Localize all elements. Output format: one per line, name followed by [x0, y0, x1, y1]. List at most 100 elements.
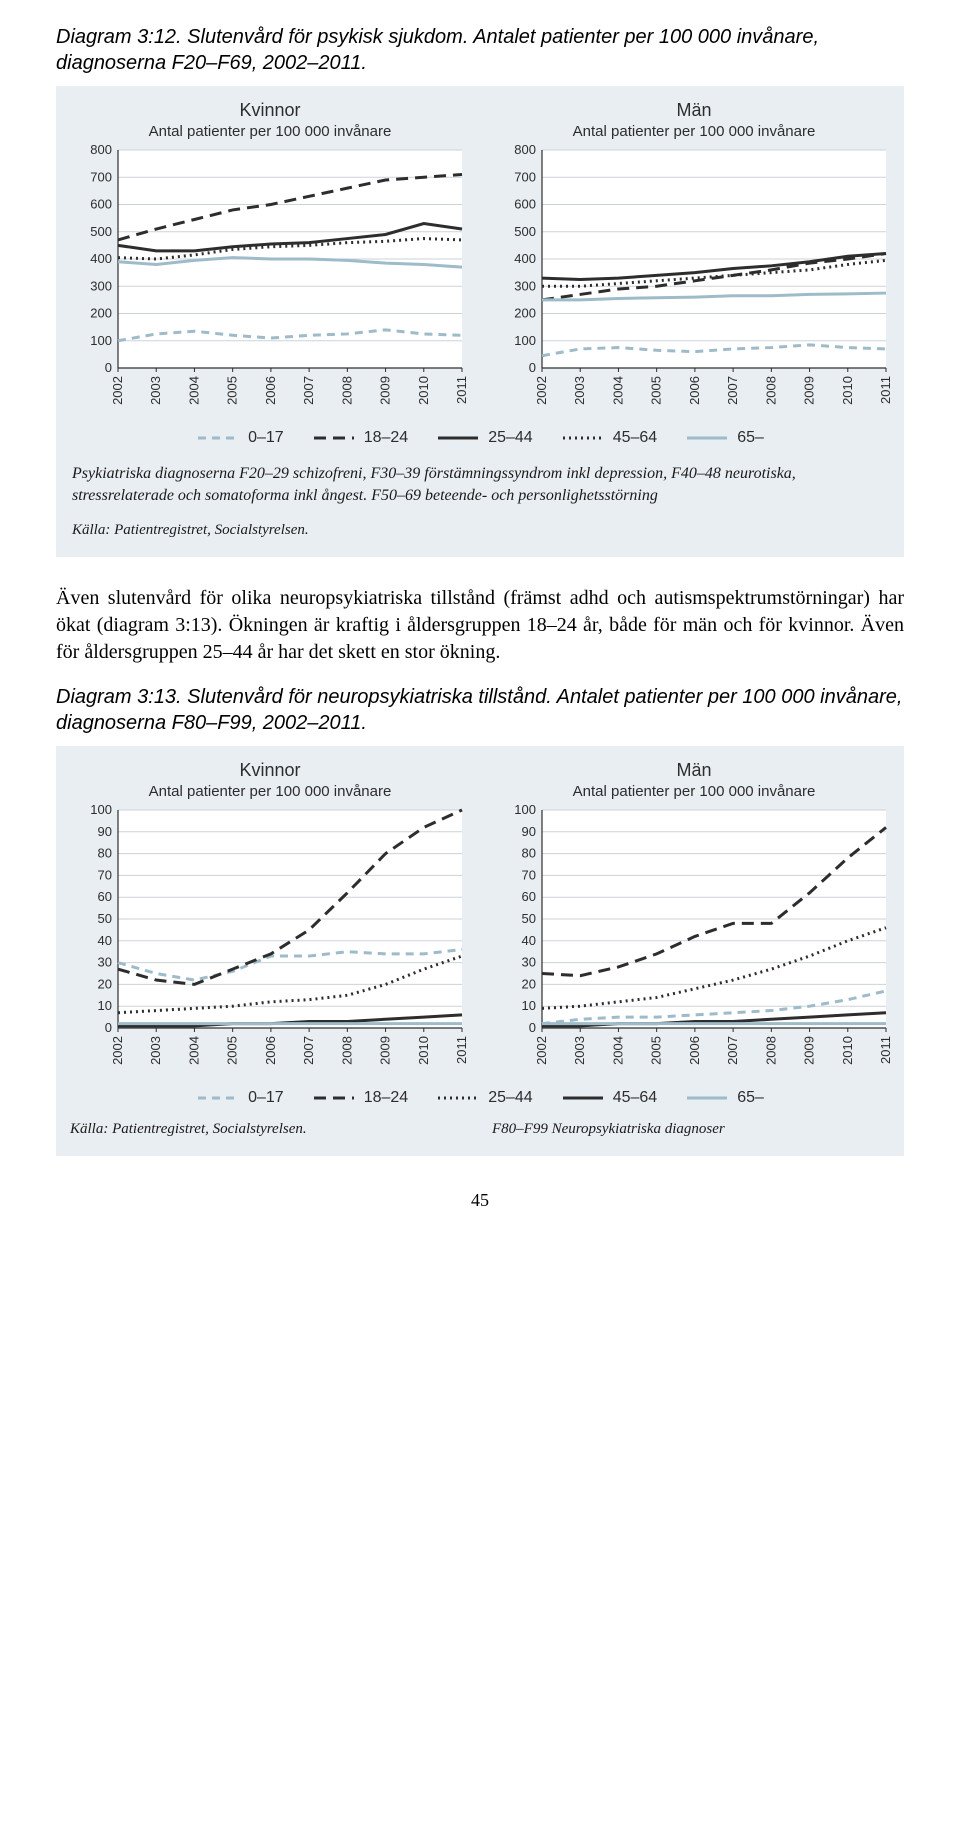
chart-312-left-svg: 0100200300400500600700800200220032004200…	[70, 144, 470, 414]
svg-text:700: 700	[514, 169, 536, 184]
svg-text:2006: 2006	[687, 376, 702, 405]
svg-text:30: 30	[522, 955, 536, 970]
svg-text:60: 60	[98, 889, 112, 904]
svg-text:2007: 2007	[725, 1036, 740, 1065]
svg-text:70: 70	[522, 868, 536, 883]
diagram-313-caption: Diagram 3:13. Slutenvård för neuropsykia…	[56, 684, 904, 736]
svg-text:2009: 2009	[378, 1036, 393, 1065]
legend-item: 45–64	[561, 429, 658, 447]
svg-text:2010: 2010	[840, 1036, 855, 1065]
svg-text:2002: 2002	[534, 376, 549, 405]
svg-text:800: 800	[514, 144, 536, 157]
svg-text:40: 40	[98, 933, 112, 948]
svg-text:300: 300	[514, 278, 536, 293]
chart-312-right-svg: 0100200300400500600700800200220032004200…	[494, 144, 894, 414]
svg-text:10: 10	[98, 998, 112, 1013]
svg-text:2004: 2004	[186, 1036, 201, 1065]
legend-item: 65–	[685, 429, 764, 447]
svg-text:2006: 2006	[263, 376, 278, 405]
svg-text:30: 30	[98, 955, 112, 970]
svg-text:70: 70	[98, 868, 112, 883]
svg-text:80: 80	[522, 846, 536, 861]
chart-313-left-svg: 0 10 20 30 40 50 60 70 80 90 100 2002 2003 2004 2005 20…	[70, 804, 470, 1074]
svg-text:2007: 2007	[301, 376, 316, 405]
legend-item: 25–44	[436, 1089, 533, 1107]
chart-312-right-sub: Antal patienter per 100 000 invånare	[494, 123, 894, 140]
svg-text:2011: 2011	[454, 1036, 469, 1064]
svg-text:2011: 2011	[454, 376, 469, 404]
svg-text:300: 300	[90, 278, 112, 293]
chart-312-footnote: Psykiatriska diagnoserna F20–29 schizofr…	[72, 463, 888, 506]
chart-313-right-title: Män	[494, 760, 894, 781]
svg-text:40: 40	[522, 933, 536, 948]
chart-313-right-sub: Antal patienter per 100 000 invånare	[494, 783, 894, 800]
chart-313-left-sub: Antal patienter per 100 000 invånare	[70, 783, 470, 800]
chart-312-legend: 0–1718–2425–4445–6465–	[70, 429, 890, 447]
svg-text:2005: 2005	[649, 1036, 664, 1065]
svg-text:2003: 2003	[148, 376, 163, 405]
svg-text:2005: 2005	[225, 1036, 240, 1065]
chart-313-left-title: Kvinnor	[70, 760, 470, 781]
svg-text:2005: 2005	[649, 376, 664, 405]
legend-item: 0–17	[196, 429, 284, 447]
svg-text:20: 20	[98, 977, 112, 992]
svg-text:2009: 2009	[378, 376, 393, 405]
svg-text:2005: 2005	[225, 376, 240, 405]
body-paragraph: Även slutenvård för olika neuropsykiatri…	[56, 585, 904, 666]
svg-text:2003: 2003	[148, 1036, 163, 1065]
chart-313-legend: 0–1718–2425–4445–6465–	[70, 1089, 890, 1107]
svg-text:2010: 2010	[416, 1036, 431, 1065]
svg-text:0: 0	[105, 360, 112, 375]
svg-text:90: 90	[522, 824, 536, 839]
chart-312-source: Källa: Patientregistret, Socialstyrelsen…	[72, 522, 888, 539]
page-number: 45	[56, 1190, 904, 1211]
svg-text:2004: 2004	[610, 1036, 625, 1065]
svg-text:0: 0	[529, 360, 536, 375]
chart-313-source: Källa: Patientregistret, Socialstyrelsen…	[70, 1121, 468, 1138]
svg-text:2009: 2009	[802, 1036, 817, 1065]
svg-text:2006: 2006	[687, 1036, 702, 1065]
svg-text:2008: 2008	[763, 1036, 778, 1065]
svg-text:80: 80	[98, 846, 112, 861]
svg-text:2010: 2010	[840, 376, 855, 405]
chart-312-right-title: Män	[494, 100, 894, 121]
svg-text:500: 500	[514, 224, 536, 239]
svg-text:2008: 2008	[339, 1036, 354, 1065]
legend-item: 65–	[685, 1089, 764, 1107]
svg-text:800: 800	[90, 144, 112, 157]
chart-312-left-title: Kvinnor	[70, 100, 470, 121]
svg-text:0: 0	[105, 1020, 112, 1035]
svg-text:60: 60	[522, 889, 536, 904]
svg-text:10: 10	[522, 998, 536, 1013]
svg-text:50: 50	[522, 911, 536, 926]
svg-text:2003: 2003	[572, 1036, 587, 1065]
legend-item: 18–24	[312, 429, 409, 447]
legend-item: 45–64	[561, 1089, 658, 1107]
svg-text:2002: 2002	[110, 376, 125, 405]
svg-text:90: 90	[98, 824, 112, 839]
svg-text:2008: 2008	[339, 376, 354, 405]
svg-text:600: 600	[514, 197, 536, 212]
svg-text:600: 600	[90, 197, 112, 212]
svg-text:400: 400	[90, 251, 112, 266]
legend-item: 0–17	[196, 1089, 284, 1107]
svg-text:400: 400	[514, 251, 536, 266]
svg-text:2004: 2004	[186, 376, 201, 405]
svg-text:2002: 2002	[110, 1036, 125, 1065]
chart-313-block: Kvinnor Antal patienter per 100 000 invå…	[56, 746, 904, 1156]
svg-text:2009: 2009	[802, 376, 817, 405]
svg-text:700: 700	[90, 169, 112, 184]
svg-text:50: 50	[98, 911, 112, 926]
diagram-312-caption: Diagram 3:12. Slutenvård för psykisk sju…	[56, 24, 904, 76]
svg-text:0: 0	[529, 1020, 536, 1035]
svg-text:100: 100	[90, 804, 112, 817]
svg-text:2010: 2010	[416, 376, 431, 405]
svg-text:2007: 2007	[725, 376, 740, 405]
svg-text:2008: 2008	[763, 376, 778, 405]
svg-text:100: 100	[514, 804, 536, 817]
svg-text:20: 20	[522, 977, 536, 992]
svg-text:2011: 2011	[878, 1036, 893, 1064]
svg-text:2004: 2004	[610, 376, 625, 405]
svg-text:2003: 2003	[572, 376, 587, 405]
svg-text:2011: 2011	[878, 376, 893, 404]
